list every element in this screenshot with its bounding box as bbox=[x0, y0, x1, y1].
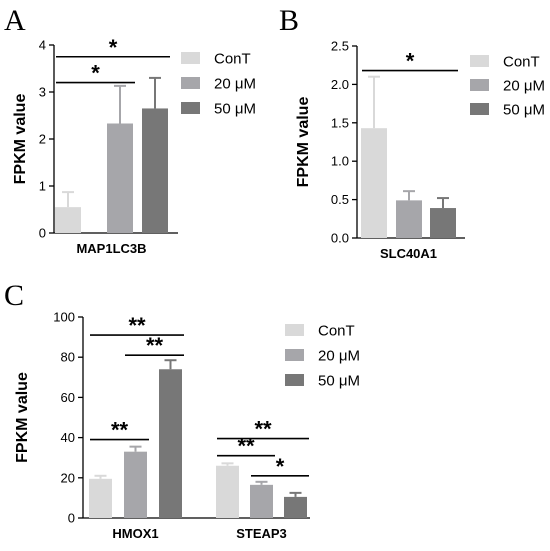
significance-label: * bbox=[109, 35, 118, 60]
y-tick-label: 0.5 bbox=[331, 192, 349, 207]
legend-swatch bbox=[470, 103, 489, 115]
y-tick-label: 0 bbox=[39, 226, 46, 241]
category-label: MAP1LC3B bbox=[76, 241, 146, 256]
legend-swatch bbox=[285, 349, 304, 361]
bar bbox=[396, 200, 422, 238]
panel-letter: A bbox=[4, 4, 26, 37]
significance-label: ** bbox=[254, 417, 272, 442]
y-tick-label: 80 bbox=[61, 350, 75, 365]
legend-label: ConT bbox=[214, 51, 251, 68]
legend-swatch bbox=[285, 374, 304, 386]
category-label: STEAP3 bbox=[236, 526, 287, 541]
legend-label: 50 μM bbox=[318, 373, 360, 390]
panel-b: B 0.0 0.5 1.0 1.5 2.0 2.5 FPKM value SLC40A1 * Con… bbox=[279, 4, 545, 261]
legend-label: ConT bbox=[503, 54, 540, 71]
y-tick-label: 2 bbox=[39, 132, 46, 147]
y-tick-label: 40 bbox=[61, 430, 75, 445]
significance-label: ** bbox=[111, 418, 129, 443]
significance-label: * bbox=[91, 61, 100, 86]
y-tick-label: 0 bbox=[68, 511, 75, 526]
bar bbox=[107, 123, 133, 233]
legend-swatch bbox=[181, 77, 200, 89]
significance-label: ** bbox=[146, 333, 164, 358]
y-tick-label: 1.5 bbox=[331, 115, 349, 130]
y-tick-label: 4 bbox=[39, 38, 46, 53]
y-tick-label: 0.0 bbox=[331, 231, 349, 246]
y-tick-label: 2.0 bbox=[331, 77, 349, 92]
significance-label: ** bbox=[128, 313, 146, 338]
bar bbox=[250, 484, 273, 518]
bar bbox=[89, 478, 112, 518]
panel-a: A 0 1 2 3 4 FPKM value MAP1LC3B * * ConT 20 μM 50 μM bbox=[4, 4, 256, 256]
category-label: SLC40A1 bbox=[380, 246, 437, 261]
bar bbox=[142, 108, 168, 233]
legend-swatch bbox=[181, 52, 200, 64]
bar bbox=[55, 207, 81, 233]
legend-swatch bbox=[470, 55, 489, 67]
y-tick-label: 20 bbox=[61, 470, 75, 485]
legend-label: 20 μM bbox=[318, 348, 360, 365]
legend-label: 20 μM bbox=[214, 76, 256, 93]
y-tick-label: 1 bbox=[39, 179, 46, 194]
y-axis-label: FPKM value bbox=[295, 97, 312, 188]
y-tick-label: 60 bbox=[61, 390, 75, 405]
legend-label: 50 μM bbox=[214, 101, 256, 118]
significance-label: * bbox=[276, 454, 285, 479]
significance-label: * bbox=[406, 49, 415, 74]
y-tick-label: 1.0 bbox=[331, 154, 349, 169]
bar bbox=[430, 208, 456, 238]
legend-swatch bbox=[285, 324, 304, 336]
bar bbox=[124, 451, 147, 518]
category-label: HMOX1 bbox=[112, 526, 158, 541]
legend-label: ConT bbox=[318, 323, 355, 340]
legend-label: 50 μM bbox=[503, 102, 545, 119]
legend-swatch bbox=[470, 79, 489, 91]
y-tick-label: 3 bbox=[39, 85, 46, 100]
legend-swatch bbox=[181, 102, 200, 114]
panel-letter: C bbox=[4, 279, 24, 312]
bar bbox=[361, 128, 387, 238]
y-tick-label: 100 bbox=[53, 310, 75, 325]
y-axis-label: FPKM value bbox=[14, 372, 31, 463]
bar bbox=[284, 496, 307, 518]
significance-label: ** bbox=[237, 434, 255, 459]
legend-label: 20 μM bbox=[503, 78, 545, 95]
y-axis-label: FPKM value bbox=[12, 94, 29, 185]
panel-letter: B bbox=[279, 4, 299, 37]
bar bbox=[159, 369, 182, 518]
y-tick-label: 2.5 bbox=[331, 39, 349, 54]
bar bbox=[216, 465, 239, 518]
